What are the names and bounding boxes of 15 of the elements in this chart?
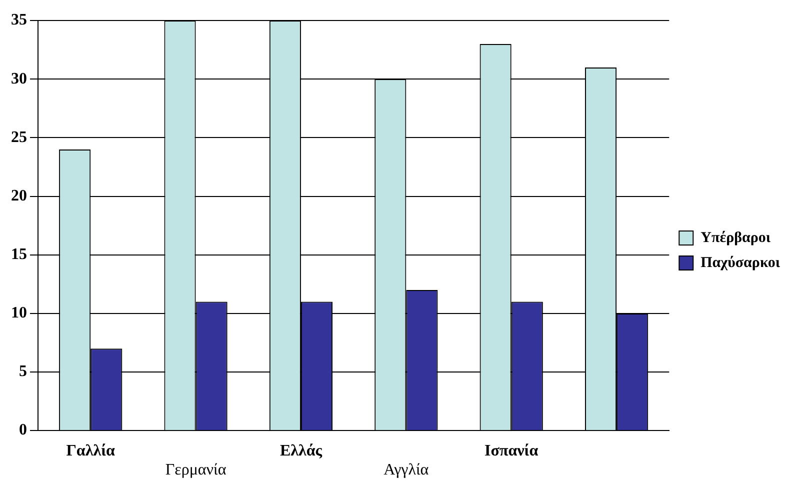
y-tick-label: 0	[19, 422, 27, 439]
y-tick-label: 25	[11, 128, 27, 146]
x-tick-label: Γερμανία	[165, 462, 227, 479]
y-tick-label: 10	[11, 304, 27, 322]
y-tick-label: 20	[11, 187, 27, 204]
legend-label: Παχύσαρκοι	[700, 254, 780, 271]
legend-label: Υπέρβαροι	[700, 230, 771, 246]
y-tick-label: 30	[11, 70, 27, 88]
x-tick-label: Γαλλία	[66, 442, 116, 460]
x-tick-label: Αγγλία	[384, 462, 430, 479]
x-tick-label: Ελλάς	[280, 442, 322, 460]
y-tick-label: 5	[19, 363, 27, 380]
x-tick-label: Ισπανία	[484, 442, 538, 460]
y-tick-label: 15	[11, 246, 27, 264]
y-tick-label: 35	[11, 12, 27, 29]
